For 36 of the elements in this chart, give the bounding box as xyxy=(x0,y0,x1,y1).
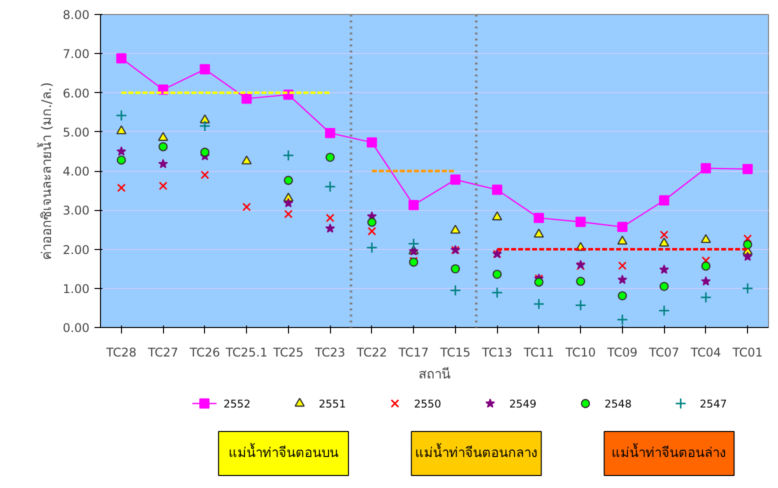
text: แม่น้ำท่าจีนตอนกลาง xyxy=(414,443,538,461)
x-tick-label: TC04 xyxy=(690,346,722,360)
y-tick-label: 3.00 xyxy=(62,204,90,218)
x-tick-label: TC23 xyxy=(314,346,346,360)
x-tick-label: TC11 xyxy=(522,346,554,360)
x-tick-label: TC25 xyxy=(272,346,304,360)
x-tick-label: TC28 xyxy=(105,346,137,360)
x-tick-label: TC17 xyxy=(397,346,429,360)
legend-label: 2549 xyxy=(509,398,537,410)
y-tick-label: 8.00 xyxy=(62,8,90,22)
text: แม่น้ำท่าจีนตอนบน xyxy=(228,443,339,461)
x-tick-label: TC10 xyxy=(564,346,596,360)
y-tick-label: 2.00 xyxy=(62,242,90,257)
text: แม่น้ำท่าจีนตอนล่าง xyxy=(612,443,727,461)
x-tick-label: TC07 xyxy=(648,346,680,360)
legend-label: 2550 xyxy=(414,398,442,410)
legend-label: 2552 xyxy=(223,398,251,410)
x-axis-title: สถานี xyxy=(418,366,450,382)
y-tick-label: 0.00 xyxy=(62,321,90,335)
x-tick-label: TC27 xyxy=(146,346,178,360)
x-tick-label: TC22 xyxy=(356,346,388,360)
x-tick-label: TC01 xyxy=(731,346,763,360)
x-tick-label: TC26 xyxy=(188,346,220,360)
legend-label: 2547 xyxy=(700,398,727,410)
x-tick-label: TC13 xyxy=(480,346,512,360)
legend-label: 2551 xyxy=(318,398,346,410)
x-tick-label: TC15 xyxy=(439,346,471,360)
y-tick-label: 1.00 xyxy=(62,282,90,296)
y-tick-label: 7.00 xyxy=(62,47,90,62)
y-tick-label: 4.00 xyxy=(62,164,90,178)
x-tick-label: TC25.1 xyxy=(224,346,268,360)
y-tick-label: 6.00 xyxy=(62,86,90,100)
x-tick-label: TC09 xyxy=(606,346,638,360)
y-tick-label: 5.00 xyxy=(62,125,90,140)
y-axis-title: ค่าออกซิเจนละลายน้ำ (มก./ล.) xyxy=(36,82,55,260)
legend-label: 2548 xyxy=(604,398,632,410)
